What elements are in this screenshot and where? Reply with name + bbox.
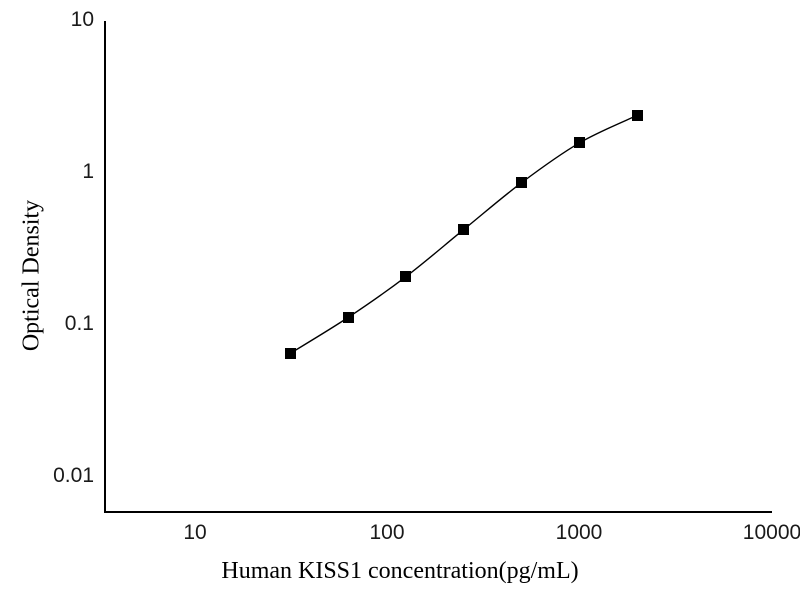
plot-area bbox=[104, 21, 772, 513]
x-tick-label-10: 10 bbox=[183, 521, 207, 544]
x-tick-label-1000: 1000 bbox=[555, 521, 603, 544]
x-tick-label-10000: 10000 bbox=[742, 521, 800, 544]
y-tick-label-10: 10 bbox=[70, 8, 94, 31]
x-axis-line bbox=[104, 511, 772, 513]
y-axis-line bbox=[104, 21, 106, 513]
y-tick-label-0-1: 0.1 bbox=[64, 312, 94, 335]
x-tick-label-100: 100 bbox=[369, 521, 405, 544]
standard-curve-line bbox=[289, 114, 638, 355]
y-tick-label-1: 1 bbox=[82, 160, 94, 183]
x-axis-title: Human KISS1 concentration(pg/mL) bbox=[221, 558, 579, 584]
y-tick-label-0-01: 0.01 bbox=[53, 464, 94, 487]
